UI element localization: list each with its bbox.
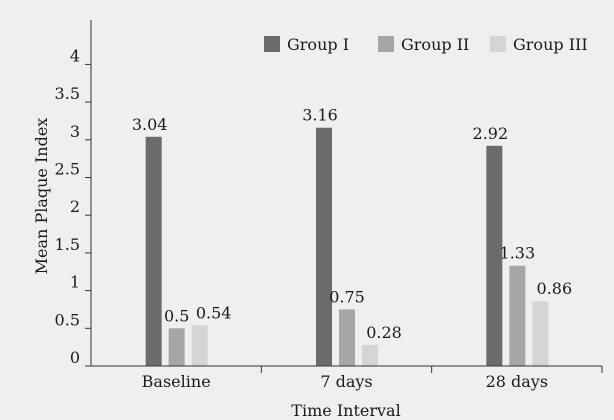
y-axis-ticks: 0 0.5 1 1.5 2 2.5 3 3.5 4: [55, 46, 91, 367]
y-tick-label: 3.5: [55, 84, 80, 103]
y-tick-label: 2.5: [55, 160, 80, 179]
bar: [316, 127, 332, 367]
legend-label: Group I: [287, 35, 349, 54]
bar: [362, 344, 378, 366]
data-label: 0.75: [329, 287, 365, 306]
bar: [191, 325, 208, 366]
legend-label: Group III: [513, 35, 588, 54]
bar: [486, 145, 503, 366]
bar: [339, 309, 355, 366]
x-tick-label: 28 days: [486, 372, 548, 391]
y-tick-label: 1: [70, 273, 80, 292]
data-label: 0.54: [196, 303, 232, 322]
y-tick-label: 4: [70, 46, 80, 65]
legend-swatch: [378, 36, 394, 52]
y-axis-title: Mean Plaque Index: [32, 118, 51, 275]
y-tick-label: 2: [70, 197, 80, 216]
data-label: 3.16: [302, 106, 338, 125]
y-tick-label: 0: [70, 348, 80, 367]
bar: [145, 136, 162, 366]
y-tick-label: 0.5: [55, 310, 80, 329]
data-label: 0.5: [164, 306, 189, 325]
data-label: 0.28: [366, 323, 402, 342]
legend-swatch: [264, 36, 280, 52]
legend-label: Group II: [401, 35, 469, 54]
x-tick-label: Baseline: [142, 372, 211, 391]
x-axis-title: Time Interval: [291, 401, 400, 420]
bars: [145, 127, 549, 367]
x-tick-label: 7 days: [320, 372, 372, 391]
legend-swatch: [490, 36, 506, 52]
x-axis-ticks: Baseline 7 days 28 days: [142, 366, 603, 391]
data-label: 1.33: [500, 244, 536, 263]
legend: Group I Group II Group III: [264, 35, 588, 54]
data-label: 3.04: [132, 115, 168, 134]
bar: [532, 301, 549, 366]
y-tick-label: 3: [70, 122, 80, 141]
data-label: 2.92: [473, 124, 509, 143]
data-label: 0.86: [537, 279, 573, 298]
y-tick-label: 1.5: [55, 235, 80, 254]
bar: [509, 265, 526, 366]
bar: [168, 328, 185, 366]
data-labels: 3.04 0.5 0.54 3.16 0.750.28 2.92 1.330.86: [132, 106, 572, 342]
